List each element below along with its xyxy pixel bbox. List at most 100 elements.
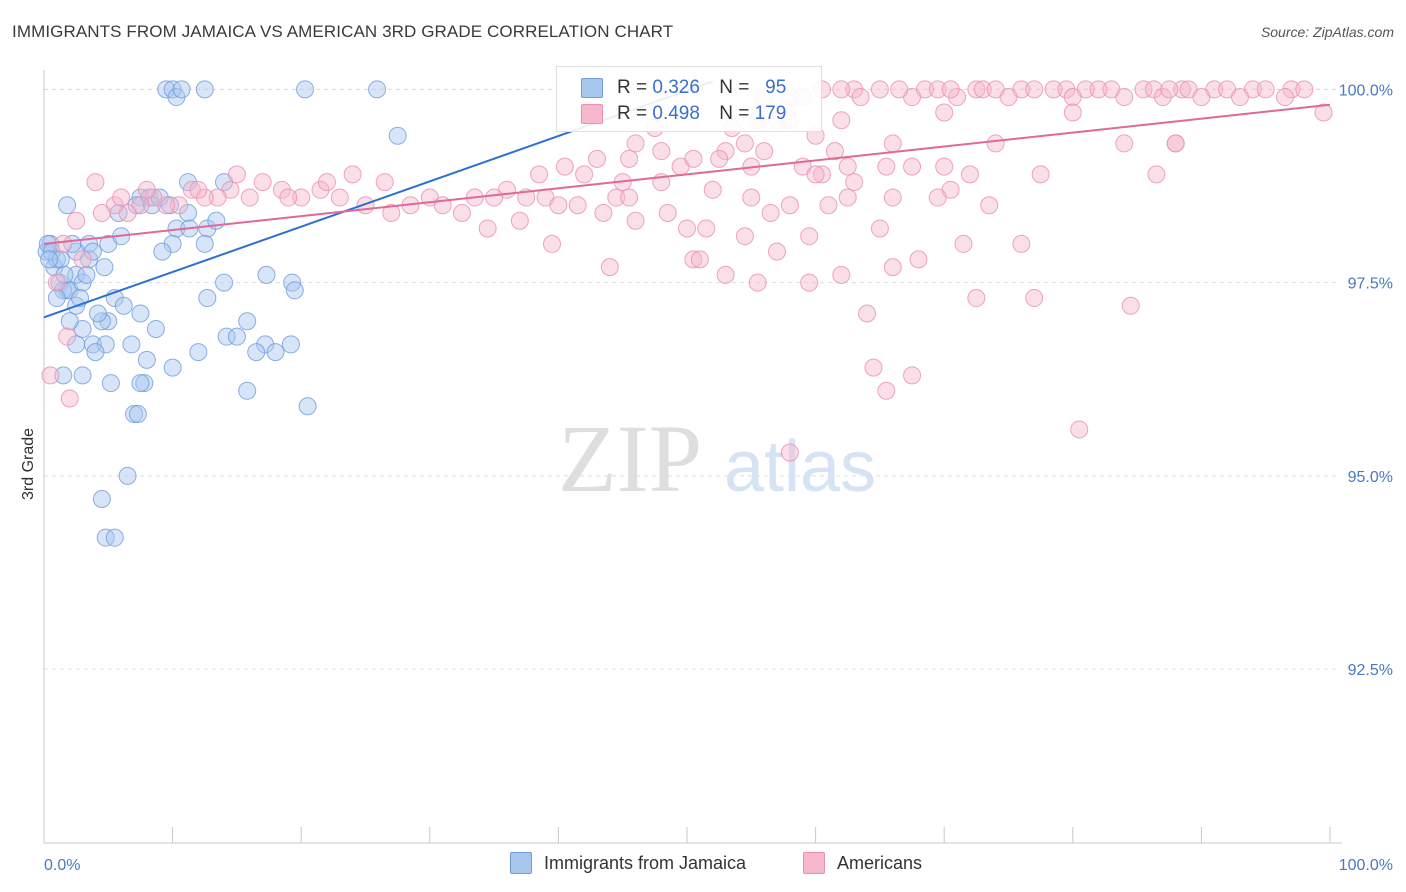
data-point bbox=[735, 134, 754, 153]
data-point bbox=[600, 258, 619, 277]
data-point bbox=[127, 196, 146, 215]
data-point bbox=[452, 204, 471, 223]
legend-row-americans: R = 0.498 N = 179 bbox=[581, 101, 786, 127]
legend-swatch-blue bbox=[510, 852, 532, 874]
legend-swatch-pink bbox=[803, 852, 825, 874]
data-point bbox=[549, 196, 568, 215]
data-point bbox=[195, 234, 214, 253]
data-point bbox=[877, 157, 896, 176]
data-point bbox=[973, 80, 992, 99]
data-point bbox=[838, 157, 857, 176]
data-point bbox=[1012, 234, 1031, 253]
data-point bbox=[131, 304, 150, 323]
data-point bbox=[954, 234, 973, 253]
series-immigrants-from-jamaica bbox=[37, 80, 407, 547]
data-point bbox=[542, 234, 561, 253]
data-point bbox=[96, 335, 115, 354]
data-point bbox=[73, 250, 92, 269]
data-point bbox=[478, 219, 497, 238]
data-point bbox=[47, 273, 66, 292]
data-point bbox=[832, 111, 851, 130]
data-point bbox=[555, 157, 574, 176]
data-point bbox=[755, 142, 774, 161]
legend-r-label: R = bbox=[617, 77, 648, 98]
data-point bbox=[780, 196, 799, 215]
data-point bbox=[845, 173, 864, 192]
data-point bbox=[948, 88, 967, 107]
legend-r-value: 0.326 bbox=[652, 77, 700, 98]
data-point bbox=[652, 142, 671, 161]
y-tick-label: 95.0% bbox=[1348, 469, 1393, 486]
data-point bbox=[189, 180, 208, 199]
data-point bbox=[256, 335, 275, 354]
data-point bbox=[678, 219, 696, 238]
data-point bbox=[253, 173, 272, 192]
data-point bbox=[626, 134, 645, 153]
data-point bbox=[1031, 165, 1050, 184]
data-point bbox=[735, 227, 754, 246]
data-point bbox=[298, 397, 317, 416]
data-point bbox=[285, 281, 304, 300]
data-point bbox=[128, 404, 147, 423]
data-point bbox=[960, 165, 979, 184]
data-point bbox=[716, 265, 735, 284]
data-point bbox=[40, 250, 59, 269]
data-point bbox=[748, 273, 767, 292]
data-point bbox=[941, 180, 960, 199]
data-point bbox=[819, 196, 838, 215]
data-point bbox=[114, 296, 133, 315]
data-point bbox=[279, 188, 298, 207]
series-legend: Immigrants from Jamaica Americans bbox=[0, 852, 1406, 878]
data-point bbox=[257, 265, 276, 284]
data-point bbox=[575, 165, 594, 184]
data-point bbox=[135, 374, 154, 393]
data-point bbox=[1044, 80, 1063, 99]
y-tick-label: 100.0% bbox=[1339, 82, 1393, 99]
watermark-zip: ZIP bbox=[558, 405, 702, 512]
data-point bbox=[742, 188, 761, 207]
data-point bbox=[1063, 88, 1082, 107]
data-point bbox=[182, 180, 201, 199]
data-point bbox=[1063, 103, 1082, 122]
data-point bbox=[716, 142, 735, 161]
data-point bbox=[1282, 80, 1301, 99]
chart-title: IMMIGRANTS FROM JAMAICA VS AMERICAN 3RD … bbox=[12, 22, 674, 41]
data-point bbox=[105, 528, 124, 547]
data-point bbox=[146, 319, 165, 338]
data-point bbox=[1025, 289, 1044, 308]
data-point bbox=[240, 188, 259, 207]
data-point bbox=[530, 165, 549, 184]
trend-line bbox=[43, 103, 1331, 245]
data-point bbox=[281, 335, 300, 354]
data-point bbox=[92, 204, 111, 223]
data-point bbox=[941, 80, 960, 99]
data-point bbox=[517, 188, 536, 207]
data-point bbox=[198, 289, 217, 308]
data-point bbox=[375, 173, 394, 192]
data-point bbox=[195, 80, 214, 99]
data-point bbox=[883, 188, 902, 207]
data-point bbox=[768, 242, 787, 261]
legend-label-americans: Americans bbox=[837, 852, 923, 873]
data-point bbox=[60, 312, 79, 331]
data-point bbox=[96, 528, 115, 547]
data-point bbox=[86, 173, 105, 192]
data-point bbox=[317, 173, 336, 192]
data-point bbox=[1057, 80, 1076, 99]
data-point bbox=[1160, 80, 1179, 99]
data-point bbox=[89, 304, 108, 323]
data-point bbox=[1295, 80, 1314, 99]
y-axis-label: 3rd Grade bbox=[20, 427, 37, 500]
data-point bbox=[710, 149, 729, 168]
data-point bbox=[510, 211, 529, 230]
data-point bbox=[172, 80, 191, 99]
data-point bbox=[1256, 80, 1275, 99]
data-point bbox=[1275, 88, 1294, 107]
data-point bbox=[198, 219, 217, 238]
data-point bbox=[137, 180, 156, 199]
data-point bbox=[1115, 88, 1134, 107]
data-point bbox=[137, 350, 156, 369]
data-point bbox=[1153, 88, 1172, 107]
watermark-atlas: atlas bbox=[724, 427, 876, 507]
